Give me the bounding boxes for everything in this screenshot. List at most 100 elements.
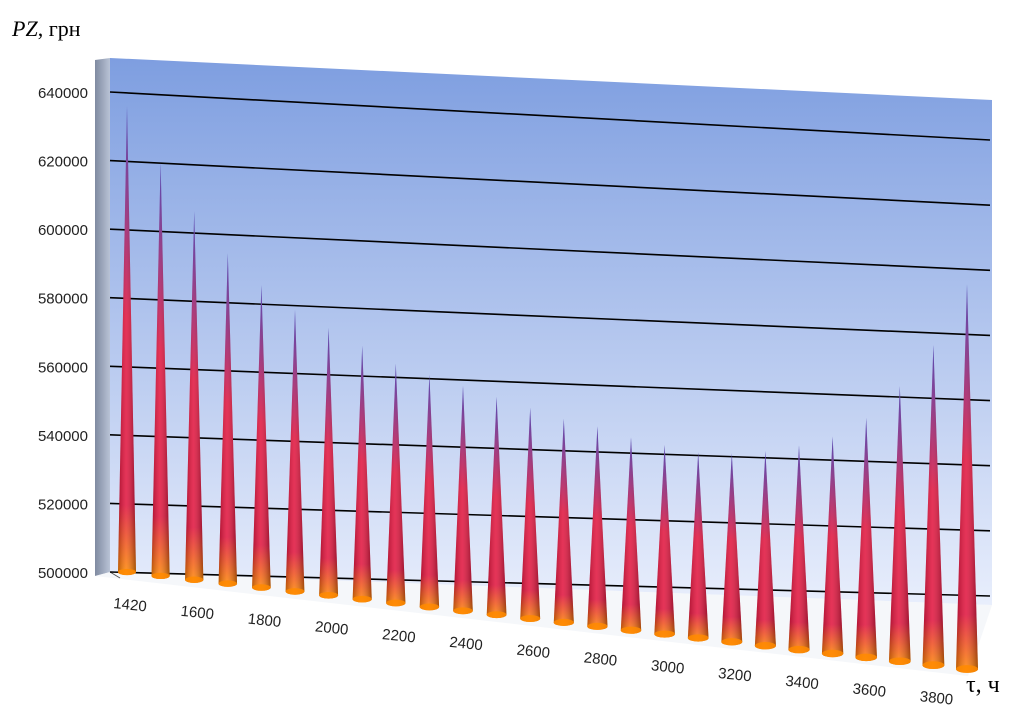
cone <box>486 396 507 619</box>
gridline <box>109 91 991 141</box>
cone-shading <box>252 285 271 591</box>
cone-base <box>252 584 271 591</box>
cone <box>654 444 675 638</box>
back-wall <box>110 58 992 605</box>
cone <box>922 344 945 669</box>
x-tick-label: 2000 <box>314 618 349 638</box>
cone <box>821 436 844 658</box>
cone-base <box>553 618 574 626</box>
cone-base <box>520 615 541 623</box>
cone-shading <box>553 418 574 626</box>
cone-shading <box>587 426 608 630</box>
cone-shading <box>687 452 709 642</box>
cone-base <box>821 649 844 658</box>
cone <box>620 437 642 634</box>
cone-base <box>185 576 204 583</box>
x-tick-label: 1600 <box>180 603 215 623</box>
x-tick-label: 3400 <box>785 673 820 693</box>
cone-shading <box>453 385 473 615</box>
cone-base <box>721 638 743 646</box>
cone <box>419 374 440 611</box>
cone-shading <box>285 309 305 595</box>
cone-shading <box>419 374 440 611</box>
cone-shading <box>520 407 541 623</box>
cone-shading <box>218 253 238 587</box>
y-tick-label: 520000 <box>38 496 88 513</box>
axis-line <box>109 571 121 579</box>
x-axis-label: τ, ч <box>966 672 1000 698</box>
y-tick-label: 600000 <box>38 222 88 239</box>
x-tick-label: 2200 <box>381 626 416 646</box>
cone-shading <box>620 437 642 634</box>
cone-base <box>118 568 136 576</box>
y-axis-label: PZ, грн <box>12 16 81 41</box>
cone <box>520 407 541 623</box>
cone-base <box>419 603 440 611</box>
cone-base <box>319 591 339 599</box>
x-tick-label: 3600 <box>852 680 887 700</box>
cone-shading <box>352 345 372 603</box>
y-tick-label: 500000 <box>38 565 88 582</box>
cone <box>386 363 406 607</box>
cone-base <box>654 630 675 638</box>
cone-base <box>855 653 877 662</box>
cone-base <box>218 580 238 587</box>
cone-base <box>285 588 305 595</box>
gridline <box>109 159 991 206</box>
cone-base <box>386 599 406 607</box>
cone-shading <box>654 444 675 638</box>
cone <box>788 445 810 654</box>
gridline <box>109 296 991 337</box>
cone-base <box>687 634 709 642</box>
cone-shading <box>754 450 776 650</box>
cone-base <box>754 642 776 650</box>
x-tick-label: 1420 <box>113 595 148 615</box>
cone <box>285 309 305 595</box>
cone-base <box>956 665 978 673</box>
cone <box>855 417 877 662</box>
x-tick-labels: 1420 1600 1800 2000 2200 2400 2600 2800 3000 3200… <box>113 595 954 709</box>
cone <box>587 426 608 630</box>
cone <box>956 284 978 673</box>
cone-base <box>453 607 473 615</box>
cone <box>721 453 743 646</box>
cone-base <box>888 657 911 666</box>
cone <box>888 386 911 666</box>
cone-base <box>352 595 372 603</box>
x-tick-label: 1800 <box>247 611 282 631</box>
cone-shading <box>821 436 844 658</box>
x-tick-label: 3200 <box>717 665 752 685</box>
x-tick-label: 3800 <box>919 688 954 708</box>
cone-shading <box>185 211 204 583</box>
cone-base <box>486 611 507 619</box>
cone-base <box>620 626 642 634</box>
cone-shading <box>888 386 911 666</box>
y-tick-label: 640000 <box>38 85 88 102</box>
cone-base <box>788 645 810 654</box>
cone-shading <box>922 344 945 669</box>
cone <box>352 345 372 603</box>
y-tick-label: 540000 <box>38 428 88 445</box>
cone <box>118 106 136 576</box>
cone-base <box>587 622 608 630</box>
gridline <box>109 365 991 402</box>
cone <box>218 253 238 587</box>
cone <box>687 452 709 642</box>
y-tick-labels: 500000 520000 540000 560000 580000 600000 6200… <box>38 85 88 582</box>
cone <box>553 418 574 626</box>
cone-shading <box>788 445 810 654</box>
cone-shading <box>319 327 339 599</box>
cone-shading <box>486 396 507 619</box>
cone <box>185 211 204 583</box>
cone <box>453 385 473 615</box>
y-tick-label: 560000 <box>38 359 88 376</box>
cone-shading <box>151 162 170 580</box>
cone <box>754 450 776 650</box>
cone-shading <box>956 284 978 673</box>
y-tick-label: 620000 <box>38 154 88 171</box>
cone-series <box>118 106 978 673</box>
cone-shading <box>855 417 877 662</box>
side-wall <box>95 58 110 576</box>
x-tick-label: 2400 <box>449 634 484 654</box>
